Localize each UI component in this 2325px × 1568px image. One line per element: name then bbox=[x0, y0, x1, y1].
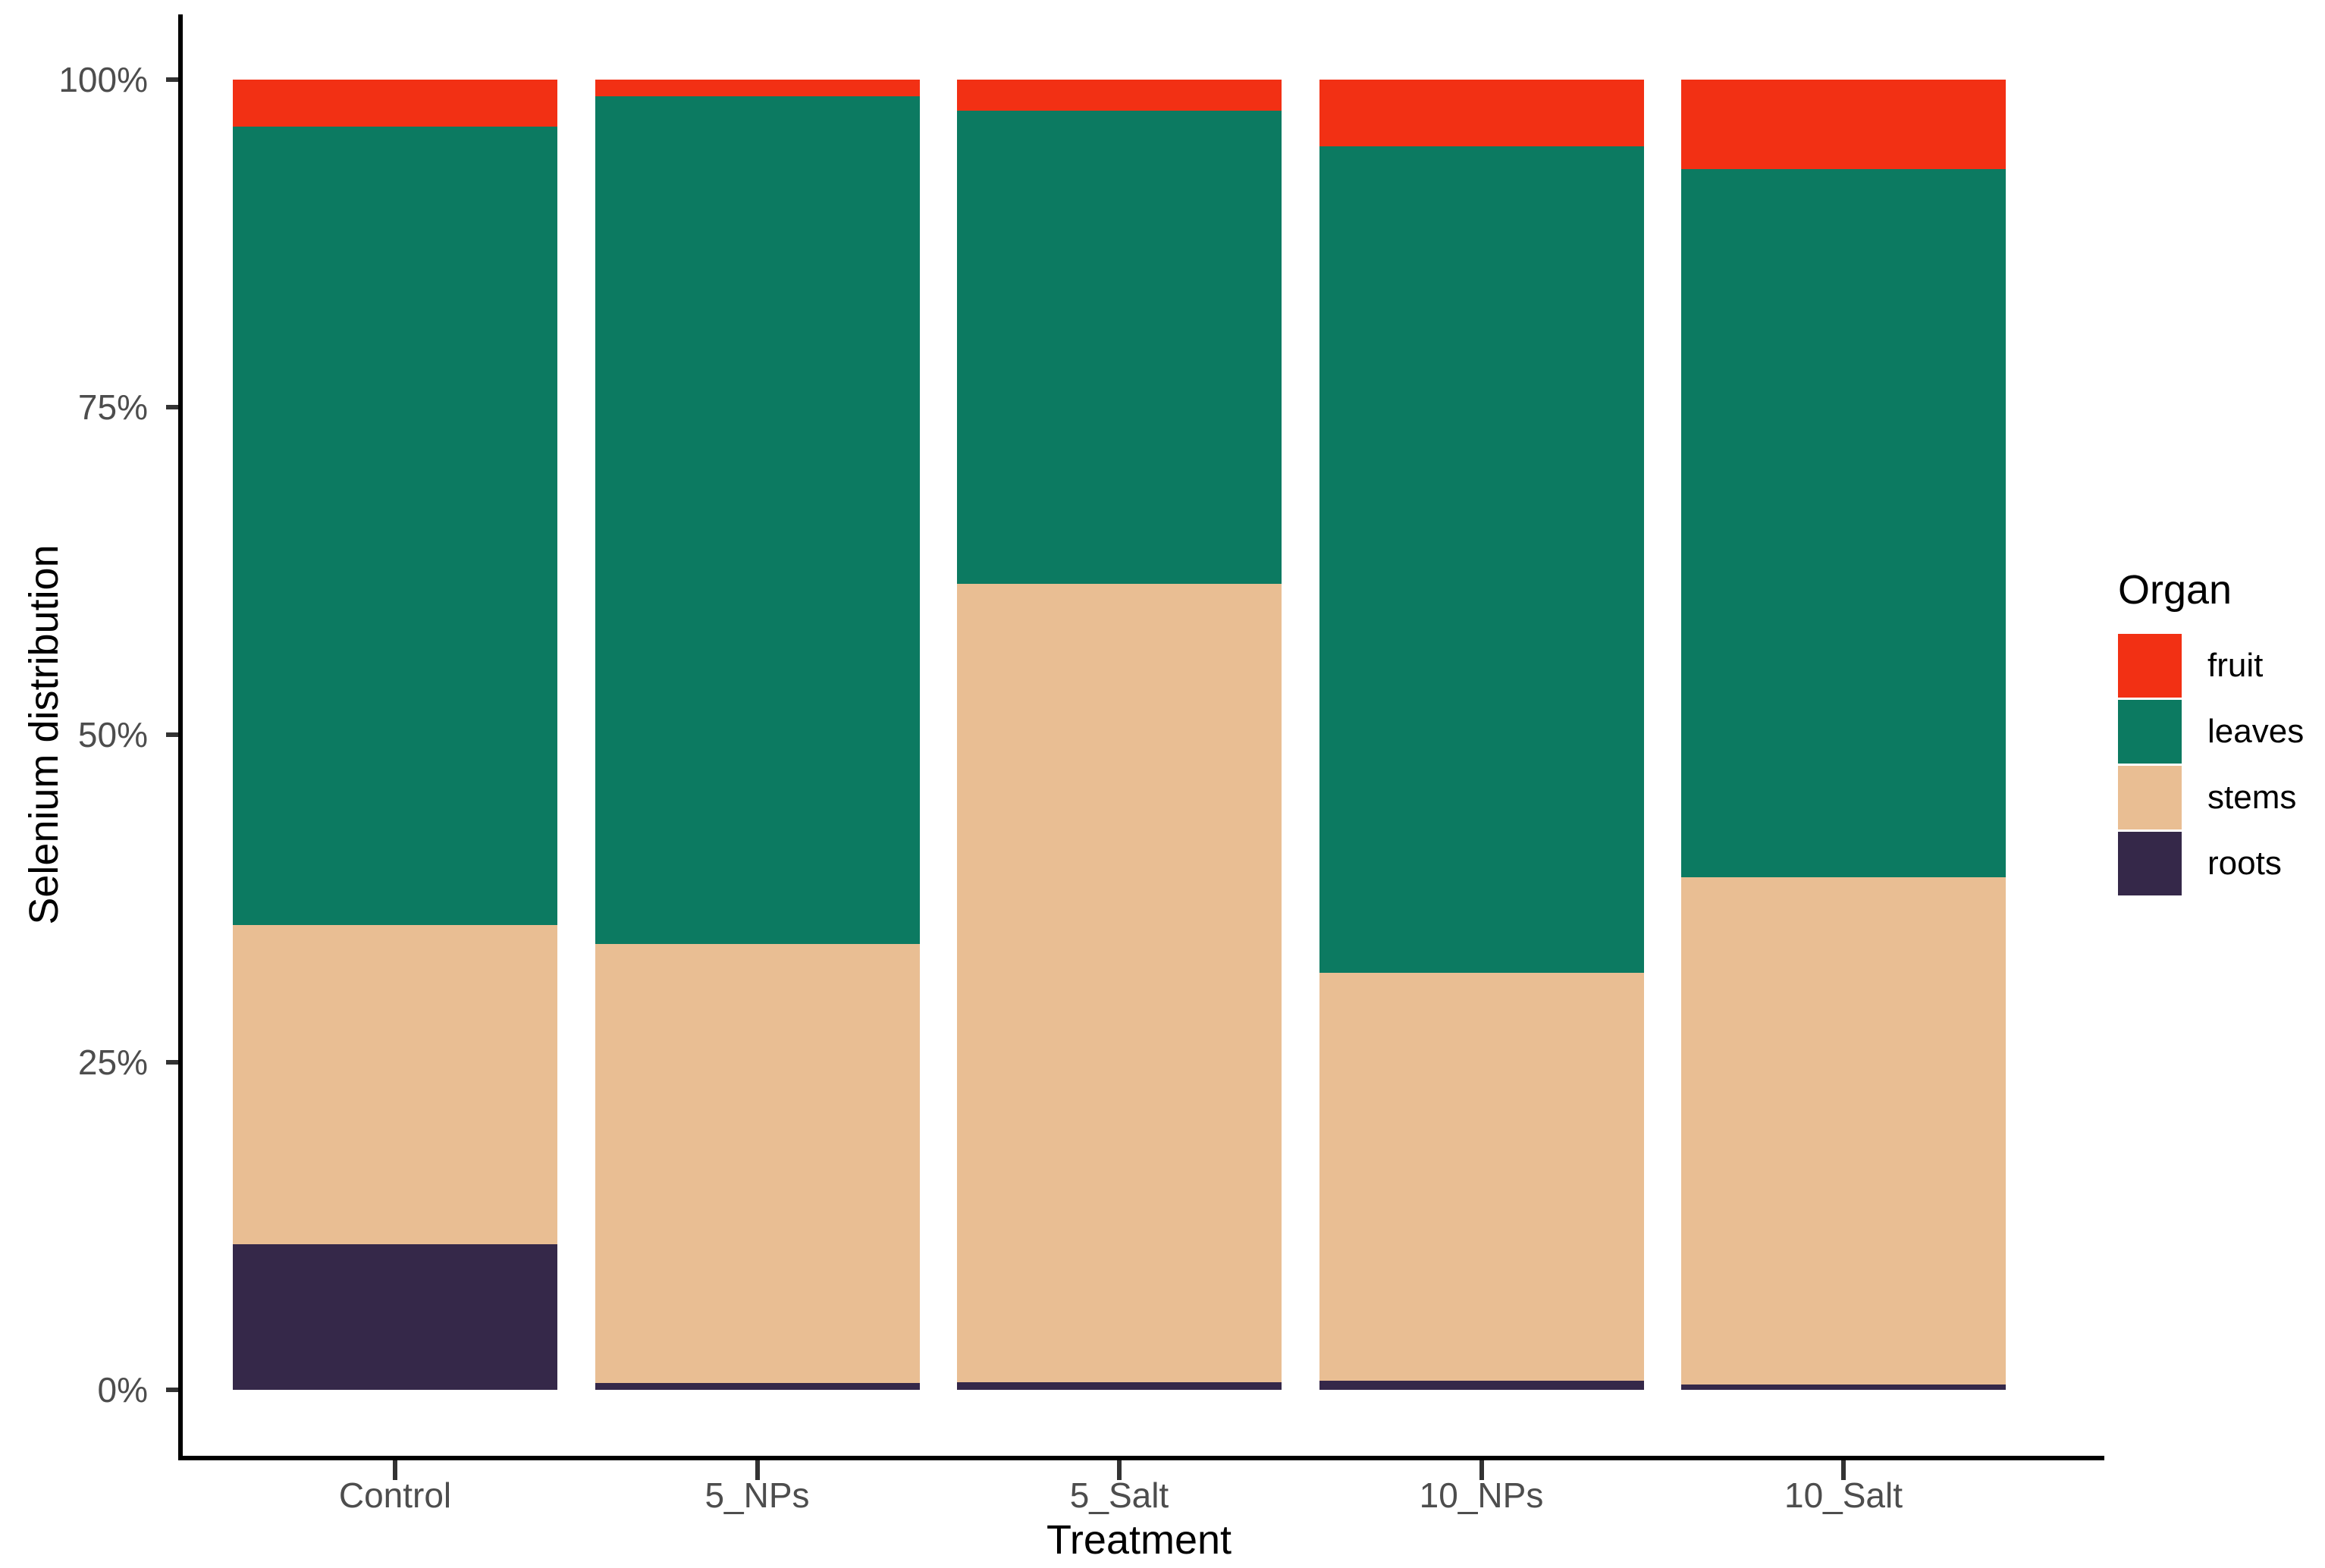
y-tick-mark bbox=[166, 405, 178, 409]
segment-leaves bbox=[1681, 168, 2006, 878]
segment-leaves bbox=[233, 127, 557, 925]
segment-leaves bbox=[595, 96, 920, 945]
segment-fruit bbox=[1681, 80, 2006, 169]
segment-roots bbox=[595, 1383, 920, 1390]
y-tick-mark bbox=[166, 77, 178, 82]
legend-items: fruit leaves stems roots bbox=[2118, 634, 2323, 895]
segment-leaves bbox=[957, 111, 1282, 585]
segment-roots bbox=[1681, 1385, 2006, 1390]
x-tick-label: Control bbox=[338, 1475, 452, 1515]
legend-label: fruit bbox=[2207, 647, 2264, 684]
bar-Control bbox=[233, 80, 557, 1390]
y-tick-label: 25% bbox=[77, 1043, 148, 1082]
y-tick-mark bbox=[166, 1060, 178, 1065]
segment-roots bbox=[233, 1244, 557, 1390]
segment-roots bbox=[957, 1381, 1282, 1390]
segment-fruit bbox=[595, 80, 920, 97]
plot-panel: 0% 25% 50% 75% 100% Control 5_NPs 5_Salt 10_NPs 1… bbox=[58, 14, 2104, 1515]
x-tick-mark bbox=[393, 1460, 397, 1480]
bar-5_NPs bbox=[595, 80, 920, 1390]
segment-roots bbox=[1319, 1380, 1644, 1390]
bar-5_Salt bbox=[957, 80, 1282, 1390]
y-tick-mark bbox=[166, 732, 178, 737]
y-tick-label: 50% bbox=[77, 715, 148, 754]
x-tick-mark bbox=[1117, 1460, 1122, 1480]
segment-fruit bbox=[957, 80, 1282, 111]
legend-swatch-roots bbox=[2118, 832, 2182, 895]
x-tick-label: 5_NPs bbox=[704, 1475, 810, 1515]
y-tick-label: 0% bbox=[97, 1370, 148, 1410]
x-tick-label: 10_NPs bbox=[1419, 1475, 1544, 1515]
legend-item-leaves: leaves bbox=[2118, 700, 2323, 764]
legend-title: Organ bbox=[2118, 567, 2232, 613]
segment-leaves bbox=[1319, 146, 1644, 974]
x-tick-mark bbox=[755, 1460, 760, 1480]
y-tick-mark bbox=[166, 1388, 178, 1392]
x-tick-label: 10_Salt bbox=[1784, 1475, 1903, 1515]
y-tick-label: 100% bbox=[58, 60, 148, 99]
legend-item-stems: stems bbox=[2118, 766, 2323, 829]
x-tick-label: 5_Salt bbox=[1069, 1475, 1169, 1515]
segment-fruit bbox=[1319, 80, 1644, 147]
segment-stems bbox=[233, 924, 557, 1245]
x-axis-title: Treatment bbox=[1046, 1517, 1232, 1563]
legend-label: stems bbox=[2207, 779, 2297, 816]
legend-swatch-leaves bbox=[2118, 700, 2182, 764]
legend-item-fruit: fruit bbox=[2118, 634, 2323, 698]
legend: Organ fruit leaves stems roots bbox=[2118, 567, 2323, 898]
x-tick-mark bbox=[1841, 1460, 1846, 1480]
legend-item-roots: roots bbox=[2118, 832, 2323, 895]
segment-fruit bbox=[233, 80, 557, 127]
legend-swatch-fruit bbox=[2118, 634, 2182, 698]
segment-stems bbox=[957, 584, 1282, 1382]
legend-label: roots bbox=[2207, 845, 2282, 882]
segment-stems bbox=[1319, 973, 1644, 1381]
bar-10_NPs bbox=[1319, 80, 1644, 1390]
legend-label: leaves bbox=[2207, 713, 2305, 750]
segment-stems bbox=[595, 944, 920, 1384]
x-tick-mark bbox=[1479, 1460, 1484, 1480]
y-tick-label: 75% bbox=[77, 387, 148, 427]
legend-swatch-stems bbox=[2118, 766, 2182, 829]
bar-10_Salt bbox=[1681, 80, 2006, 1390]
segment-stems bbox=[1681, 877, 2006, 1385]
